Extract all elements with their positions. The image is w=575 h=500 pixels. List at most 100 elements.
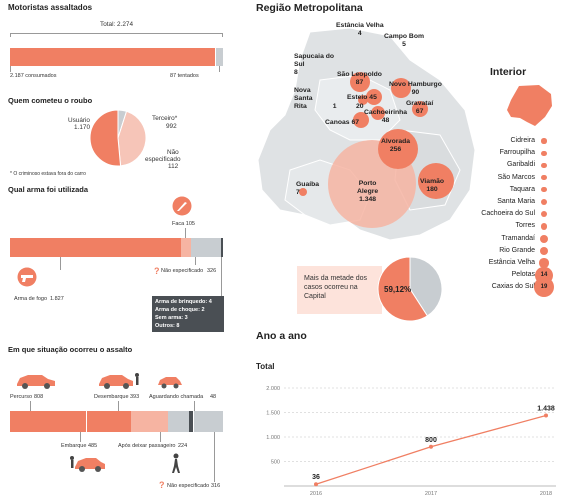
outros-brinquedo: Arma de brinquedo: 4 [155, 298, 221, 306]
viamao-label: Viamão 180 [420, 178, 444, 194]
campo-bom-label: Campo Bom 5 [384, 33, 424, 49]
interior-dot-12: 19 [534, 277, 554, 297]
interior-city-11: Pelotas [512, 271, 535, 278]
porto-alegre-label: Porto Alegre 1.348 [357, 180, 378, 204]
y-tick-label: 1.000 [266, 435, 280, 441]
fogo-value: 1.827 [50, 296, 64, 302]
data-point [544, 414, 548, 418]
callout-text: Mais da metade dos casos ocorreu na Capi… [304, 274, 376, 301]
desembarque-label: Desembarque [94, 394, 129, 400]
usuario-value: 1.170 [60, 124, 90, 131]
fogo-label: Arma de fogo [14, 296, 47, 302]
desembarque-segment [131, 411, 168, 432]
apos-value: 224 [178, 443, 187, 449]
interior-city-12: Caxias do Sul [492, 283, 535, 290]
situacao-title: Em que situação ocorreu o assalto [8, 345, 132, 354]
embarque-value: 485 [88, 443, 97, 449]
terceiro-value: 992 [166, 123, 177, 130]
knife-icon [171, 196, 193, 216]
interior-title: Interior [490, 66, 526, 78]
data-label: 1.438 [537, 406, 555, 413]
arma-nao-especificado-segment [191, 238, 222, 257]
situacao-question-icon: ? [159, 480, 165, 490]
nao-especificado-segment [193, 411, 223, 432]
aguardando-label: Aguardando chamada [149, 394, 203, 400]
interior-city-8: Tramandaí [501, 235, 535, 242]
canoas-label: Canoas 67 [325, 119, 359, 127]
total-bracket [10, 33, 223, 34]
situacao-nao-value: 316 [211, 483, 220, 489]
y-tick-label: 500 [271, 460, 280, 466]
pie-slice-2 [90, 110, 121, 166]
data-label: 36 [312, 474, 320, 481]
sao-leopoldo-label: São Leopoldo 87 [337, 71, 382, 87]
assaltados-title: Motoristas assaltados [8, 3, 92, 12]
gravatai-label: Gravataí 67 [406, 100, 433, 116]
quem-pie [88, 108, 148, 168]
aguardando-value: 48 [210, 394, 216, 400]
interior-dot-4 [541, 187, 546, 192]
interior-city-0: Cidreira [510, 137, 535, 144]
nao-value: 112 [168, 163, 178, 170]
rs-state-icon [505, 84, 555, 128]
y-tick-label: 1.500 [266, 411, 280, 417]
interior-dot-3 [541, 175, 546, 180]
interior-dot-5 [541, 199, 548, 206]
car-icon [14, 370, 58, 392]
interior-dot-2 [541, 163, 546, 168]
ano-title: Ano a ano [256, 330, 307, 342]
interior-dot-6 [541, 211, 548, 218]
interior-city-1: Farroupilha [500, 149, 535, 156]
embarque-label: Embarque [61, 443, 86, 449]
interior-city-7: Torres [516, 222, 535, 229]
arma-nao-label: Não especificado [161, 268, 203, 274]
faca-label: Faca 105 [172, 221, 195, 227]
data-point [314, 482, 318, 486]
consumados-segment [10, 48, 215, 66]
percurso-segment [10, 411, 86, 432]
percurso-label: Percurso [10, 394, 32, 400]
percurso-value: 808 [34, 394, 43, 400]
apos-segment [168, 411, 189, 432]
arma-outros-segment [221, 238, 223, 257]
ano-subtitle: Total [256, 362, 275, 371]
interior-city-6: Cachoeira do Sul [481, 210, 535, 217]
assaltados-total: Total: 2.274 [100, 21, 133, 28]
arma-fogo-segment [10, 238, 181, 257]
usuario-label: Usuário [60, 117, 90, 124]
tentados-label: 87 tentados [170, 73, 199, 79]
waiting-car-icon [156, 372, 184, 392]
arma-title: Qual arma foi utilizada [8, 185, 88, 194]
interior-city-9: Rio Grande [499, 247, 535, 254]
novo-hamburgo-label: Novo Hamburgo 90 [389, 81, 442, 97]
question-icon: ? [154, 266, 160, 276]
x-tick-label: 2016 [310, 491, 322, 497]
nova-santa-rita-label: Nova Santa Rita 1 [294, 87, 337, 111]
interior-city-3: São Marcos [498, 174, 535, 181]
interior-dot-9 [540, 247, 548, 255]
walking-person-icon [170, 453, 182, 475]
nao-label-2: especificado [145, 156, 181, 163]
arma-outros-legend: Arma de brinquedo: 4 Arma de choque: 2 S… [152, 296, 224, 332]
car-person-icon [97, 370, 141, 392]
outros-choque: Arma de choque: 2 [155, 306, 221, 314]
regiao-title: Região Metropolitana [256, 2, 363, 14]
data-point [429, 445, 433, 449]
cachoeirinha-label: Cachoeirinha 48 [364, 109, 407, 125]
interior-dot-8 [540, 235, 548, 243]
outros-outros: Outros: 8 [155, 322, 221, 330]
estancia-velha-label: Estância Velha 4 [336, 22, 384, 38]
y-tick-label: 2.000 [266, 386, 280, 392]
assaltados-bar [10, 48, 223, 66]
quem-note: * O criminoso estava fora do carro [10, 171, 86, 177]
arma-bar [10, 238, 223, 257]
arma-faca-segment [181, 238, 191, 257]
desembarque-value: 393 [130, 394, 139, 400]
alvorada-label: Alvorada 256 [381, 138, 410, 154]
x-tick-label: 2018 [540, 491, 552, 497]
callout-pct: 59,12% [384, 285, 411, 294]
interior-city-10: Estância Velha [489, 259, 535, 266]
sapucaia-label: Sapucaia do Sul 8 [294, 53, 334, 77]
series-line [316, 416, 546, 485]
apos-label: Após deixar passageiro [118, 443, 175, 449]
